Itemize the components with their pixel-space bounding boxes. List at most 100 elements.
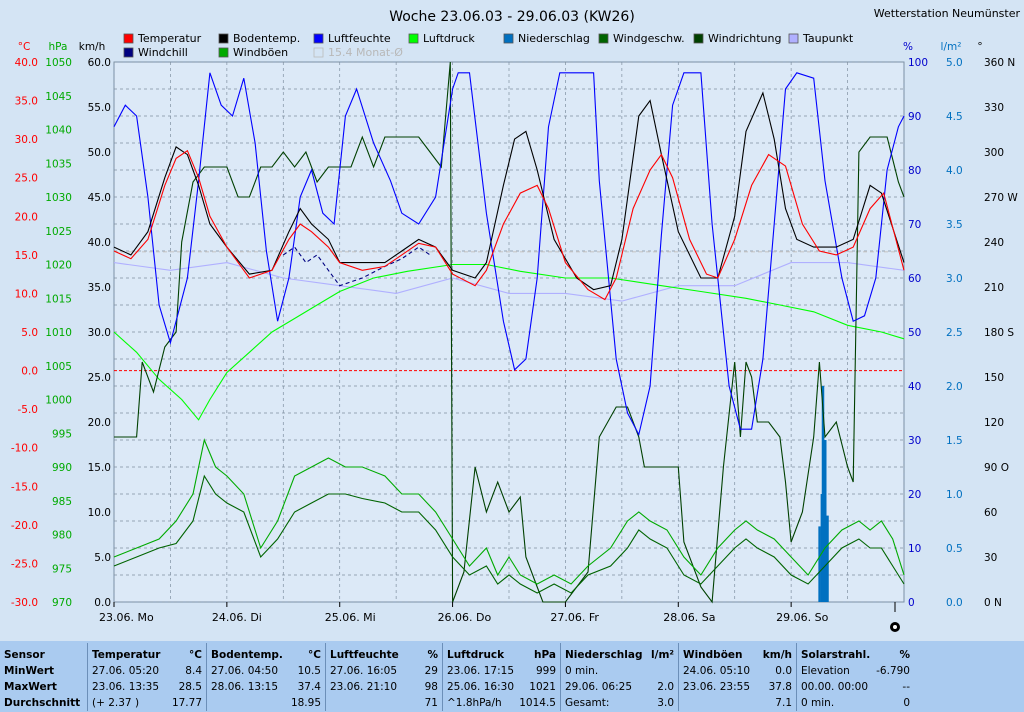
humidity-tick-label: 20	[908, 489, 921, 501]
pressure-tick-label: 1020	[45, 260, 72, 272]
legend-item: Luftdruck	[408, 32, 475, 45]
stat-value: 18.95	[290, 697, 321, 709]
legend-label: Windrichtung	[708, 32, 781, 45]
stat-value: 2.0	[657, 681, 674, 693]
stat-unit: °C	[189, 649, 202, 661]
stat-time: 28.06. 13:15	[211, 681, 278, 693]
humidity-tick-label: 60	[908, 273, 921, 285]
wind-tick-label: 10.0	[88, 507, 111, 519]
series-line-temperatur	[113, 149, 905, 301]
series-line-windgeschw-	[113, 474, 905, 594]
stat-row: 24.06. 05:10 0.0	[683, 663, 792, 679]
pressure-tick-label: 1000	[45, 395, 72, 407]
stat-time: ^1.8hPa/h	[447, 697, 502, 709]
humidity-tick-label: 50	[908, 327, 921, 339]
temperature-tick-label: -25.0	[11, 558, 38, 570]
legend-item: Temperatur	[123, 32, 202, 45]
stat-sensor-name: Solarstrahl.	[801, 649, 871, 661]
series-line-taupunkt	[113, 262, 905, 302]
pressure-tick-label: 980	[52, 530, 72, 542]
temperature-tick-label: -5.0	[18, 404, 39, 416]
temperature-tick-label: -20.0	[11, 520, 38, 532]
axes-layer: 40.0 35.0 30.0 25.0 20.0 15.0 10.0 5.0 0.0 -5.0 -1…	[11, 41, 1019, 624]
stat-value: 28.5	[178, 681, 202, 693]
stat-row: 0 min.	[565, 663, 674, 679]
legend-label: Luftfeuchte	[328, 32, 391, 45]
rain-tick-label: 4.5	[946, 111, 963, 123]
weather-chart: 40.0 35.0 30.0 25.0 20.0 15.0 10.0 5.0 0.0 -5.0 -1…	[10, 7, 1021, 632]
stat-sensor-name: Niederschlag	[565, 649, 643, 661]
pressure-tick-label: 1030	[45, 192, 72, 204]
rain-tick-label: 2.5	[946, 327, 963, 339]
stat-time: 0 min.	[565, 665, 599, 677]
legend-label: Bodentemp.	[233, 32, 300, 45]
pressure-tick-label: 1025	[45, 226, 72, 238]
legend-label: 15.4 Monat-Ø	[328, 46, 403, 59]
wind-unit-label: km/h	[79, 41, 106, 53]
pressure-tick-label: 1010	[45, 327, 72, 339]
stat-time: 25.06. 16:30	[447, 681, 514, 693]
stat-block-luftdruck: Luftdruck hPa 23.06. 17:15 999 25.06. 16:30 1…	[442, 643, 560, 711]
series-line-luftfeuchte	[113, 72, 905, 437]
stat-time: 27.06. 05:20	[92, 665, 159, 677]
stat-row: 27.06. 16:05 29	[330, 663, 438, 679]
stat-row: 7.1	[683, 695, 792, 711]
series-line-windchill	[282, 246, 431, 287]
humidity-tick-label: 30	[908, 435, 921, 447]
stat-sensor-name: Windböen	[683, 649, 743, 661]
stat-row: 27.06. 05:20 8.4	[92, 663, 202, 679]
rain-tick-label: 0.5	[946, 543, 963, 555]
legend-label: Taupunkt	[802, 32, 854, 45]
stat-time: 23.06. 13:35	[92, 681, 159, 693]
stat-time: 00.00. 00:00	[801, 681, 868, 693]
stat-row: Gesamt: 3.0	[565, 695, 674, 711]
stat-unit: °C	[308, 649, 321, 661]
direction-tick-label: 330	[984, 102, 1004, 114]
direction-tick-label: 360 N	[984, 57, 1015, 69]
stat-unit: hPa	[534, 649, 556, 661]
humidity-unit-label: %	[903, 41, 913, 53]
temperature-tick-label: 35.0	[15, 96, 38, 108]
direction-tick-label: 180 S	[984, 327, 1014, 339]
stat-sensor-name: Bodentemp.	[211, 649, 283, 661]
pressure-tick-label: 975	[52, 563, 72, 575]
stat-header: Windböen km/h	[683, 647, 792, 663]
series-line-windb-en	[113, 438, 905, 585]
legend-item: Windböen	[218, 46, 288, 59]
temperature-unit-label: °C	[18, 41, 31, 53]
series-line-windrichtung	[114, 61, 905, 604]
stat-block-temperatur: Temperatur °C 27.06. 05:20 8.4 23.06. 13:35 2…	[87, 643, 206, 711]
stat-row: 28.06. 13:15 37.4	[211, 679, 321, 695]
stat-row: 23.06. 23:55 37.8	[683, 679, 792, 695]
temperature-tick-label: 25.0	[15, 173, 38, 185]
direction-tick-label: 210	[984, 282, 1004, 294]
wind-tick-label: 35.0	[88, 282, 111, 294]
rain-bar	[818, 526, 821, 602]
stat-unit: km/h	[762, 649, 792, 661]
rain-bar	[826, 515, 829, 602]
stat-header: Bodentemp. °C	[211, 647, 321, 663]
legend-label: Temperatur	[137, 32, 202, 45]
stat-value: 17.77	[171, 697, 202, 709]
rain-tick-label: 5.0	[946, 57, 963, 69]
legend-item: 15.4 Monat-Ø	[313, 46, 403, 59]
stats-panel: Sensor MinWert MaxWert Durchschnitt Temp…	[0, 641, 1024, 712]
legend-label: Windchill	[138, 46, 188, 59]
stat-row: 18.95	[211, 695, 321, 711]
x-tick-label: 29.06. So	[776, 611, 828, 624]
x-tick-label: 25.06. Mi	[325, 611, 376, 624]
pressure-tick-label: 985	[52, 496, 72, 508]
pressure-tick-label: 1015	[45, 293, 72, 305]
stat-block-bodentemp-: Bodentemp. °C 27.06. 04:50 10.5 28.06. 13:15…	[206, 643, 325, 711]
series-line-luftdruck	[113, 263, 905, 421]
stat-row: 23.06. 13:35 28.5	[92, 679, 202, 695]
stat-block-windb-en: Windböen km/h 24.06. 05:10 0.0 23.06. 23:55 3…	[678, 643, 796, 711]
legend-item: Windrichtung	[693, 32, 781, 45]
wind-tick-label: 55.0	[88, 102, 111, 114]
pressure-tick-label: 1005	[45, 361, 72, 373]
stat-header: Niederschlag l/m²	[565, 647, 674, 663]
stat-time: (+ 2.37 )	[92, 697, 140, 709]
scroll-marker[interactable]	[890, 602, 900, 632]
stat-time: 27.06. 16:05	[330, 665, 397, 677]
station-name: Wetterstation Neumünster	[874, 7, 1021, 20]
